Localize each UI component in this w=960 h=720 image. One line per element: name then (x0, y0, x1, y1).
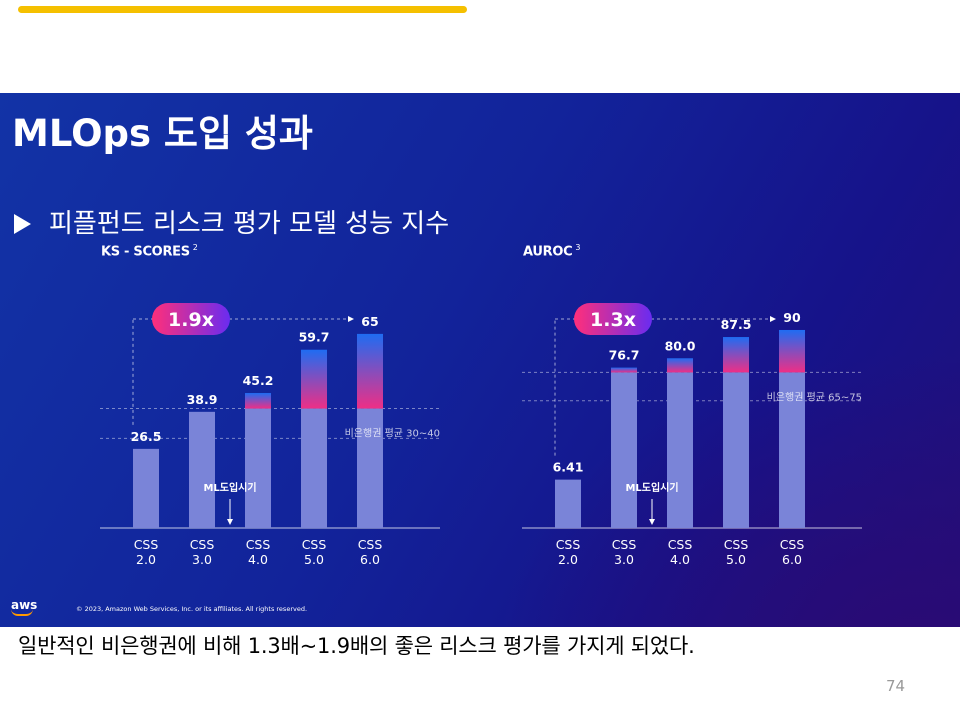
average-range-label: 비은행권 평균 30~40 (345, 428, 440, 440)
slide-subtitle: 피플펀드 리스크 평가 모델 성능 지수 (14, 203, 449, 240)
data-label: 90 (783, 310, 801, 325)
auroc-chart: AUROC 3 6.41 CSS 2.0 76.7 CSS 3.0 80.0 CSS 4.0 87.… (517, 233, 917, 573)
category-label: CSS (134, 537, 159, 552)
category-label: CSS (556, 537, 581, 552)
category-label: CSS (668, 537, 693, 552)
category-label: 4.0 (670, 552, 690, 567)
top-accent-bar (18, 6, 467, 13)
chart-title: KS - SCORES 2 (101, 243, 198, 260)
arrow-down-icon (227, 519, 233, 525)
bar-highlight (245, 393, 271, 409)
data-label: 80.0 (665, 338, 696, 353)
bar-highlight (611, 367, 637, 373)
category-label: CSS (724, 537, 749, 552)
data-label: 45.2 (243, 373, 274, 388)
bar-highlight (779, 329, 805, 373)
arrow-down-icon (649, 519, 655, 525)
category-label: 6.0 (782, 552, 802, 567)
bar (555, 479, 581, 528)
category-label: CSS (246, 537, 271, 552)
category-label: 2.0 (136, 552, 156, 567)
bar (189, 411, 215, 528)
category-label: CSS (780, 537, 805, 552)
slide: MLOps 도입 성과 피플펀드 리스크 평가 모델 성능 지수 KS - SC… (0, 93, 960, 627)
slide-caption: 일반적인 비은행권에 비해 1.3배~1.9배의 좋은 리스크 평가를 가지게 … (18, 634, 695, 658)
category-label: CSS (358, 537, 383, 552)
bar-highlight (301, 349, 327, 409)
aws-logo: aws (11, 598, 37, 616)
multiplier-badge-label: 1.3x (590, 309, 636, 331)
category-label: CSS (190, 537, 215, 552)
bar (611, 372, 637, 528)
category-label: 5.0 (304, 552, 324, 567)
chart-svg: 26.5CSS2.038.9CSS3.045.2CSS4.059.7CSS5.0… (100, 303, 440, 567)
category-label: 3.0 (192, 552, 212, 567)
data-label: 59.7 (299, 330, 330, 345)
multiplier-badge-label: 1.9x (168, 309, 214, 331)
bar (357, 408, 383, 528)
subtitle-text: 피플펀드 리스크 평가 모델 성능 지수 (49, 209, 450, 239)
arrow-right-icon (348, 316, 354, 322)
category-label: 4.0 (248, 552, 268, 567)
multiplier-badge (574, 303, 652, 335)
data-label: 26.5 (131, 429, 162, 444)
bar-highlight (357, 333, 383, 409)
aws-smile-icon (11, 609, 33, 616)
bar (723, 372, 749, 528)
multiplier-badge (152, 303, 230, 335)
category-label: CSS (302, 537, 327, 552)
ml-adoption-label: ML도입시기 (625, 481, 678, 494)
bar (133, 448, 159, 528)
category-label: CSS (612, 537, 637, 552)
page-number: 74 (886, 677, 906, 695)
slide-title: MLOps 도입 성과 (12, 112, 313, 155)
chart-title: AUROC 3 (523, 243, 581, 260)
data-label: 6.41 (553, 460, 584, 475)
average-range-label: 비은행권 평균 65~75 (767, 391, 862, 403)
bar-highlight (667, 358, 693, 373)
bar-highlight (723, 337, 749, 373)
copyright-text: © 2023, Amazon Web Services, Inc. or its… (76, 605, 308, 613)
bullet-triangle-icon (14, 213, 31, 234)
bar (301, 408, 327, 528)
bar (667, 372, 693, 528)
chart-svg: 6.41CSS2.076.7CSS3.080.0CSS4.087.5CSS5.0… (522, 303, 862, 567)
data-label: 76.7 (609, 348, 640, 363)
arrow-right-icon (770, 316, 776, 322)
category-label: 6.0 (360, 552, 380, 567)
data-label: 65 (361, 314, 378, 329)
category-label: 3.0 (614, 552, 634, 567)
category-label: 5.0 (726, 552, 746, 567)
data-label: 38.9 (187, 392, 218, 407)
ks-scores-chart: KS - SCORES 2 26.5 CSS 2.0 38.9 CSS 3.0 45.2 CSS… (95, 233, 495, 573)
bar (779, 372, 805, 528)
data-label: 87.5 (721, 317, 752, 332)
category-label: 2.0 (558, 552, 578, 567)
bar (245, 408, 271, 528)
ml-adoption-label: ML도입시기 (203, 481, 256, 494)
